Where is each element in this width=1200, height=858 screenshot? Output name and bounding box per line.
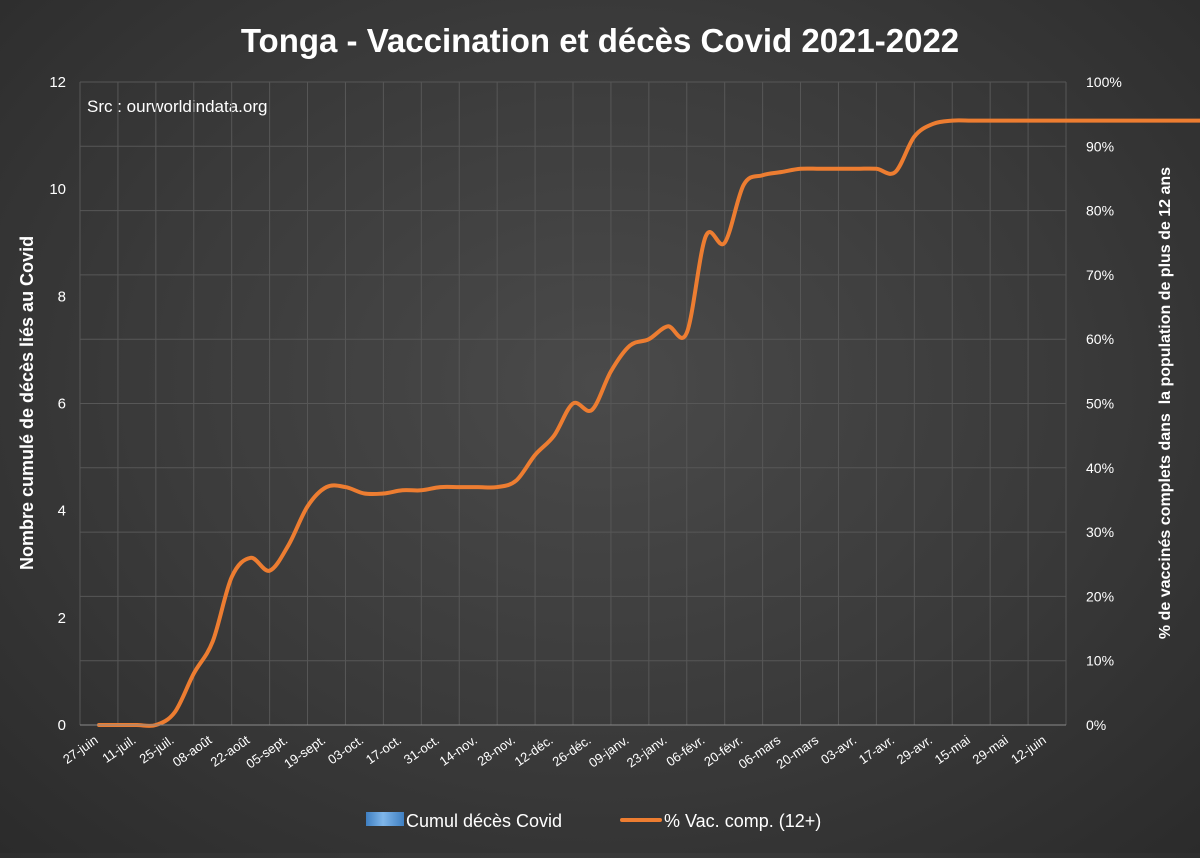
left-tick-label: 8 — [58, 288, 66, 305]
x-tick-label: 27-juin — [60, 732, 101, 767]
x-tick-label: 06-mars — [736, 732, 784, 772]
source-note: Src : ourworldindata.org — [87, 97, 267, 116]
x-tick-label: 20-mars — [774, 732, 822, 772]
x-tick-label: 06-févr. — [663, 732, 707, 769]
x-tick-label: 08-août — [170, 732, 215, 770]
x-tick-label: 17-avr. — [856, 732, 897, 767]
x-tick-label: 19-sept. — [281, 732, 328, 771]
legend: Cumul décès Covid % Vac. comp. (12+) — [366, 811, 821, 831]
right-tick-label: 40% — [1086, 460, 1114, 476]
right-axis-ticks: 0% 10% 20% 30% 40% 50% 60% 70% 80% 90% 100% — [1086, 74, 1122, 733]
right-tick-label: 20% — [1086, 588, 1114, 604]
left-tick-label: 0 — [58, 717, 66, 734]
x-tick-label: 25-juil. — [137, 732, 177, 766]
left-tick-label: 4 — [58, 503, 66, 520]
legend-bar-swatch — [366, 812, 404, 826]
x-tick-label: 26-déc. — [550, 732, 594, 769]
right-tick-label: 80% — [1086, 203, 1114, 219]
legend-line-label: % Vac. comp. (12+) — [664, 811, 821, 831]
x-tick-label: 29-avr. — [894, 732, 935, 767]
x-tick-label: 28-nov. — [474, 732, 517, 769]
left-tick-label: 2 — [58, 610, 66, 627]
right-tick-label: 30% — [1086, 524, 1114, 540]
right-tick-label: 100% — [1086, 74, 1122, 90]
legend-bar-label: Cumul décès Covid — [406, 811, 562, 831]
gridlines — [79, 81, 1067, 726]
x-tick-label: 03-oct. — [325, 732, 366, 767]
right-tick-label: 90% — [1086, 138, 1114, 154]
line-series — [96, 118, 1200, 728]
right-tick-label: 60% — [1086, 331, 1114, 347]
x-tick-label: 05-sept. — [243, 732, 290, 771]
x-tick-label: 17-oct. — [363, 732, 404, 767]
x-tick-label: 12-déc. — [512, 732, 556, 769]
chart-title: Tonga - Vaccination et décès Covid 2021-… — [241, 22, 959, 59]
right-tick-label: 10% — [1086, 653, 1114, 669]
right-tick-label: 70% — [1086, 267, 1114, 283]
x-tick-label: 23-janv. — [624, 732, 670, 770]
x-tick-label: 11-juil. — [99, 732, 138, 766]
x-tick-label: 12-juin — [1008, 732, 1049, 767]
x-tick-label: 15-mai — [932, 732, 973, 767]
x-tick-label: 09-janv. — [586, 732, 632, 770]
vaccination-line — [96, 118, 1200, 728]
left-tick-label: 12 — [49, 74, 66, 91]
x-tick-label: 29-mai — [970, 732, 1011, 767]
left-axis-ticks: 0 2 4 6 8 10 12 — [49, 74, 66, 734]
left-tick-label: 10 — [49, 181, 66, 198]
left-axis-label: Nombre cumulé de décès liés au Covid — [17, 236, 37, 570]
right-axis-label: % de vaccinés complets dans la populatio… — [1157, 167, 1174, 639]
x-tick-label: 31-oct. — [401, 732, 442, 767]
right-tick-label: 50% — [1086, 396, 1114, 412]
x-tick-label: 14-nov. — [437, 732, 480, 769]
right-tick-label: 0% — [1086, 717, 1106, 733]
x-tick-label: 03-avr. — [818, 732, 859, 767]
left-tick-label: 6 — [58, 396, 66, 413]
x-axis-ticks: 27-juin11-juil.25-juil.08-août22-août05-… — [60, 732, 1049, 772]
